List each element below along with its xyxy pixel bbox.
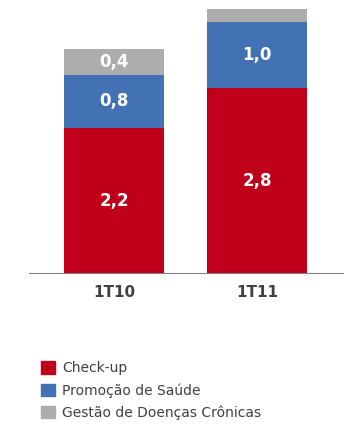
Bar (207, 88, 307, 273)
Text: 2,8: 2,8 (242, 172, 272, 190)
Text: 1,0: 1,0 (242, 46, 272, 64)
Bar (207, 0, 307, 22)
Text: 0,8: 0,8 (100, 93, 129, 110)
Bar (207, 22, 307, 88)
Legend: Check-up, Promoção de Saúde, Gestão de Doenças Crônicas: Check-up, Promoção de Saúde, Gestão de D… (35, 356, 267, 425)
Bar (64, 75, 164, 128)
Text: 2,2: 2,2 (100, 192, 129, 209)
Bar (64, 128, 164, 273)
Bar (64, 49, 164, 75)
Text: 0,4: 0,4 (100, 53, 129, 71)
